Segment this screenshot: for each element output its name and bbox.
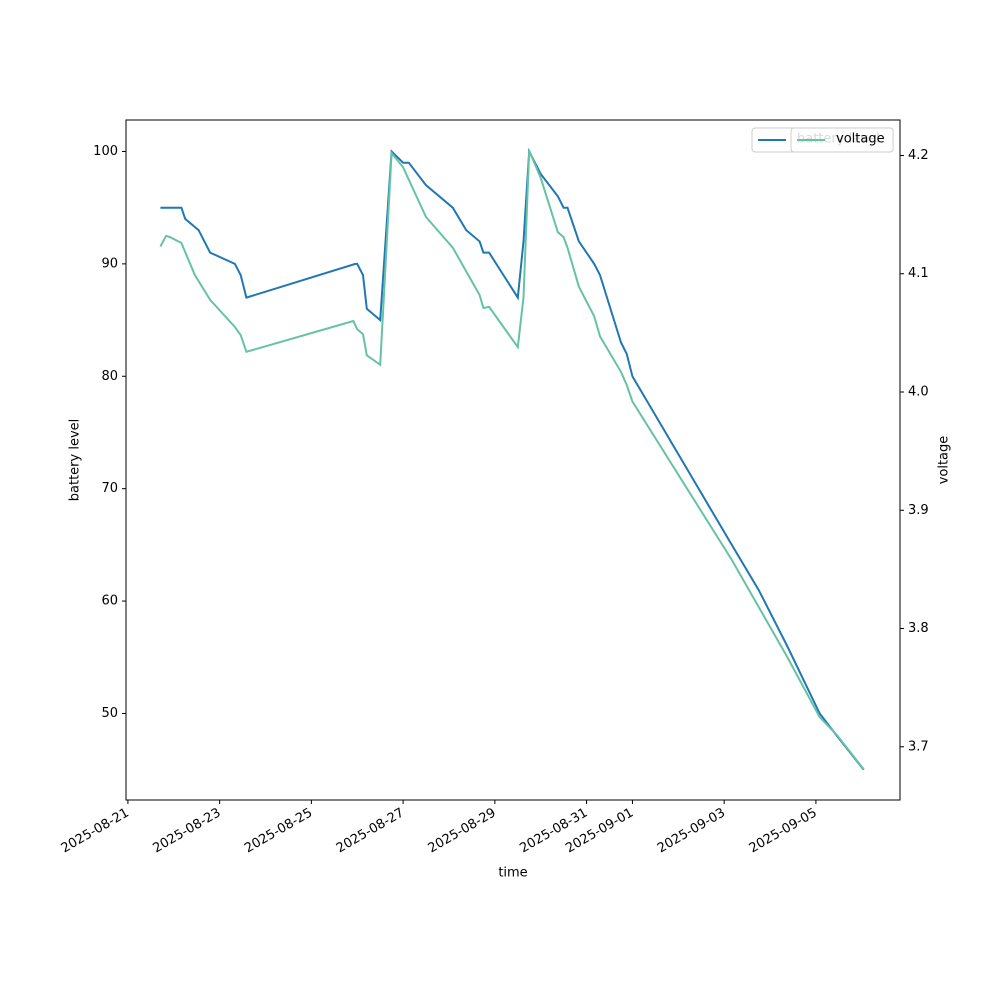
x-axis-label: time	[498, 866, 527, 881]
legend-box	[790, 127, 894, 153]
y-tick-label: 70	[101, 481, 118, 496]
y2-tick-label: 3.7	[908, 739, 929, 754]
y2-tick-label: 3.9	[908, 503, 929, 518]
y-tick-label: 90	[101, 256, 118, 271]
data-line	[159, 150, 865, 770]
y-tick-label: 80	[101, 369, 118, 384]
y-axis-label: battery level	[68, 419, 83, 502]
legend-label: voltage	[836, 132, 885, 147]
y-tick-label: 50	[101, 706, 118, 721]
y2-tick-label: 4.0	[908, 385, 929, 400]
data-line	[160, 147, 865, 771]
y-tick-label: 60	[101, 594, 118, 609]
y2-axis-label: voltage	[937, 436, 952, 485]
y-tick-label: 100	[93, 144, 118, 159]
y2-tick-label: 3.8	[908, 621, 929, 636]
plot-frame	[125, 119, 901, 801]
y2-tick-label: 4.2	[908, 148, 929, 163]
y2-tick-label: 4.1	[908, 266, 929, 281]
